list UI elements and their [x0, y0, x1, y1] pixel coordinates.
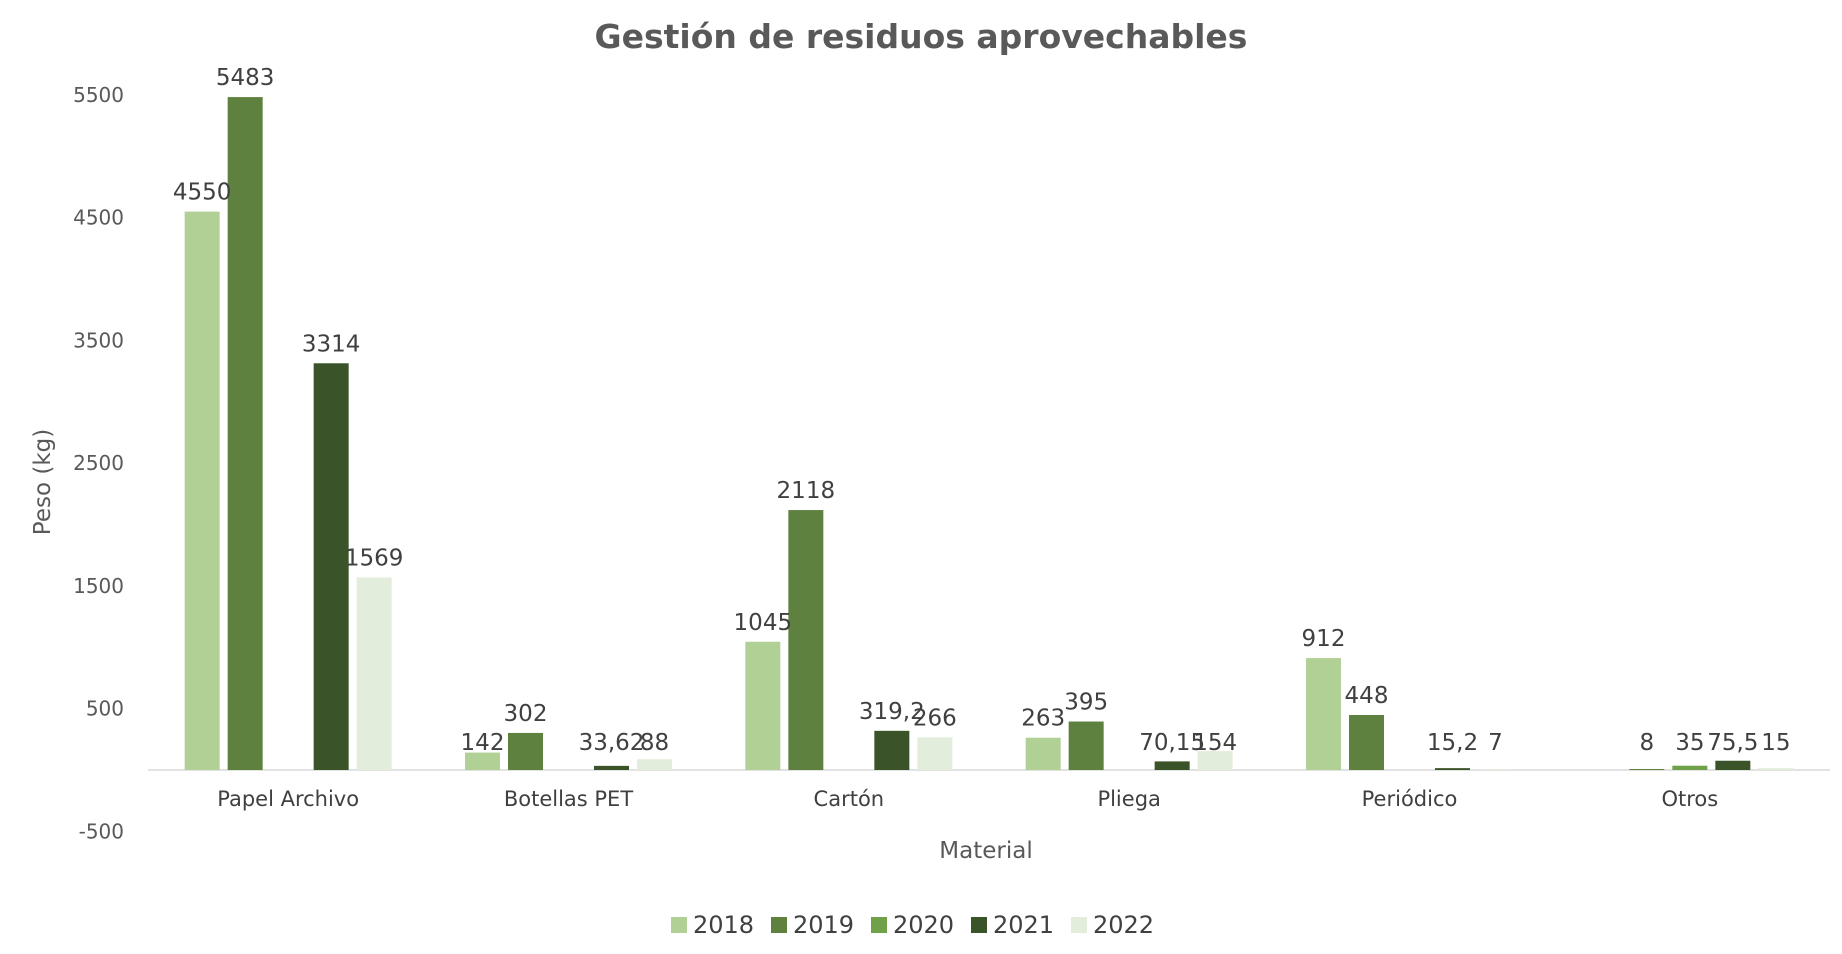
y-tick-label: 500: [86, 697, 124, 721]
data-label: 448: [1345, 683, 1389, 709]
bar-2022: [637, 759, 672, 770]
bar-2022: [1758, 768, 1794, 770]
y-tick-label: 3500: [73, 328, 124, 352]
bar-2020: [1672, 765, 1708, 770]
bar-2019: [788, 510, 824, 770]
data-label: 912: [1302, 626, 1346, 652]
legend-label: 2022: [1093, 911, 1154, 939]
bar-2018: [1306, 658, 1341, 770]
x-tick-label: Otros: [1661, 787, 1718, 811]
y-tick-label: 5500: [73, 83, 124, 107]
data-label: 8: [1640, 730, 1655, 756]
x-tick-label: Periódico: [1362, 787, 1458, 811]
y-tick-label: 4500: [73, 206, 124, 230]
bar-2019: [1629, 769, 1665, 770]
bar-2021: [313, 363, 349, 770]
y-tick-label: 1500: [73, 574, 124, 598]
bar-2022: [356, 577, 392, 770]
bar-2021: [1154, 761, 1190, 770]
data-label: 266: [913, 705, 957, 731]
bar-2022: [917, 737, 953, 770]
data-label: 5483: [216, 65, 275, 91]
data-label: 15: [1761, 730, 1790, 756]
legend-label: 2020: [893, 911, 954, 939]
bar-2019: [508, 732, 543, 770]
data-label: 70,15: [1139, 730, 1205, 756]
data-label: 35: [1675, 730, 1704, 756]
bars: [184, 97, 1794, 770]
data-label: 302: [504, 701, 548, 727]
data-label: 2118: [777, 478, 836, 504]
legend-swatch: [671, 917, 687, 933]
data-label: 142: [461, 730, 505, 756]
legend-swatch: [871, 917, 887, 933]
data-label: 3314: [302, 331, 361, 357]
legend-swatch: [971, 917, 987, 933]
bar-2018: [184, 211, 220, 770]
bar-2021: [594, 765, 629, 770]
x-tick-label: Cartón: [814, 787, 885, 811]
bar-2021: [1715, 760, 1751, 770]
bar-2021: [1435, 768, 1470, 770]
data-label: 395: [1064, 690, 1108, 716]
y-tick-label: 2500: [73, 451, 124, 475]
bar-2022: [1197, 751, 1233, 770]
data-label: 75,5: [1707, 730, 1758, 756]
data-label: 1569: [345, 545, 404, 571]
legend-swatch: [1071, 917, 1087, 933]
x-tick-label: Pliega: [1097, 787, 1160, 811]
y-axis: -500 500 1500 2500 3500 4500 5500: [73, 83, 124, 843]
data-label: 1045: [734, 610, 793, 636]
data-label: 33,62: [579, 730, 645, 756]
data-label: 7: [1488, 730, 1503, 756]
legend-label: 2018: [693, 911, 754, 939]
legend: 2018 2019 2020 2021 2022: [671, 911, 1154, 939]
x-axis: Papel Archivo Botellas PET Cartón Pliega Per…: [217, 787, 1718, 811]
bar-2022: [1478, 769, 1513, 770]
legend-label: 2021: [993, 911, 1054, 939]
data-label: 88: [640, 730, 669, 756]
x-axis-label: Material: [939, 838, 1032, 864]
bar-2019: [227, 97, 263, 770]
legend-swatch: [771, 917, 787, 933]
legend-label: 2019: [793, 911, 854, 939]
x-tick-label: Papel Archivo: [217, 787, 359, 811]
bar-2018: [465, 752, 500, 770]
x-tick-label: Botellas PET: [504, 787, 633, 811]
data-label: 154: [1193, 730, 1237, 756]
data-label: 263: [1021, 706, 1065, 732]
bar-2019: [1349, 715, 1384, 770]
data-label: 4550: [173, 180, 232, 206]
data-label: 319,2: [859, 699, 925, 725]
chart-title: Gestión de residuos aprovechables: [595, 17, 1248, 56]
bar-2021: [874, 730, 910, 770]
bar-2018: [745, 641, 781, 770]
data-label: 15,2: [1427, 730, 1478, 756]
y-axis-label: Peso (kg): [30, 429, 56, 535]
y-tick-label: -500: [79, 819, 124, 843]
bar-2018: [1025, 737, 1061, 770]
bar-2019: [1068, 721, 1104, 770]
